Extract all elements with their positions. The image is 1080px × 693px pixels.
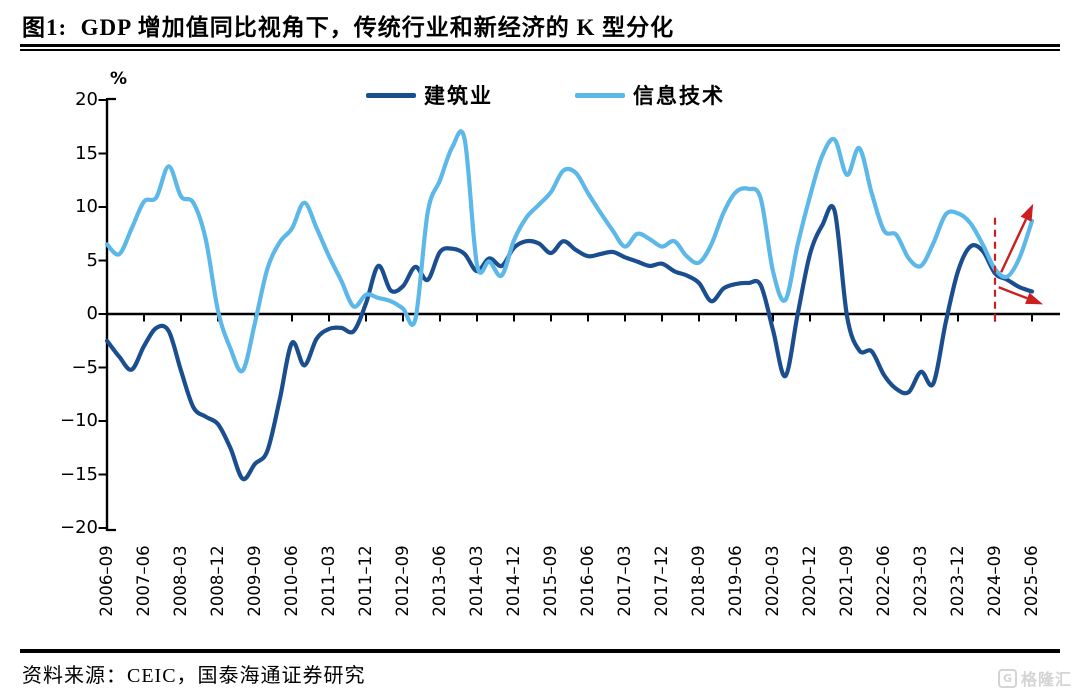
x-tick-label: 2012–09: [393, 545, 412, 617]
figure-title: 图1: GDP 增加值同比视角下，传统行业和新经济的 K 型分化: [22, 15, 675, 40]
x-tick-label: 2014–12: [504, 545, 523, 617]
legend-item-it: 信息技术: [575, 80, 725, 110]
x-tick-label: 2006–09: [97, 545, 116, 617]
title-divider: [20, 44, 1060, 51]
x-tick-label: 2016–06: [578, 545, 597, 617]
construction-line-swatch: [366, 92, 416, 98]
y-tick-label: −15: [60, 464, 98, 485]
x-tick-label: 2019–06: [726, 545, 745, 617]
x-tick-label: 2015–09: [541, 545, 560, 617]
x-tick-label: 2011–03: [319, 545, 338, 617]
x-tick-label: 2008–03: [171, 545, 190, 617]
construction-down-arrow: [998, 286, 1028, 300]
y-tick-label: −20: [60, 517, 98, 538]
x-tick-label: 2021–09: [837, 545, 856, 617]
x-tick-label: 2023–12: [948, 545, 967, 617]
footer-divider: [20, 649, 1060, 653]
x-tick-label: 2017–03: [615, 545, 634, 617]
chart-legend: 建筑业 信息技术: [366, 80, 725, 110]
it-up-arrow-head: [1020, 203, 1034, 222]
x-tick-label: 2020–12: [800, 545, 819, 617]
it-up-arrow: [1000, 218, 1028, 273]
legend-label-it: 信息技术: [633, 84, 725, 108]
source-note: 资料来源：CEIC，国泰海通证券研究: [22, 665, 366, 687]
x-tick-label: 2011–12: [356, 545, 375, 617]
x-tick-label: 2020–03: [763, 545, 782, 617]
gelonghui-logo-icon: G: [997, 668, 1017, 688]
series-line-it: [104, 129, 1035, 374]
y-tick-label: 20: [75, 89, 98, 110]
y-tick-label: 0: [86, 303, 98, 324]
y-tick-label: −5: [71, 357, 98, 378]
x-tick-label: 2007–06: [134, 545, 153, 617]
gelonghui-watermark: G 格隆汇: [997, 666, 1072, 690]
x-tick-label: 2017–12: [652, 545, 671, 617]
y-tick-label: 10: [75, 196, 98, 217]
x-tick-label: 2025–06: [1022, 545, 1041, 617]
gelonghui-watermark-text: 格隆汇: [1020, 672, 1072, 689]
y-axis-caps: [107, 97, 116, 532]
x-tick-label: 2013–06: [430, 545, 449, 617]
y-tick-label: 5: [86, 250, 98, 271]
y-tick-label: 15: [75, 143, 98, 164]
y-tick-label: −10: [60, 410, 98, 431]
legend-label-construction: 建筑业: [424, 84, 493, 108]
construction-down-arrow-head: [1025, 292, 1044, 305]
it-line-swatch: [575, 92, 625, 98]
series-line-construction: [104, 203, 1035, 482]
x-tick-label: 2018–09: [689, 545, 708, 617]
x-tick-label: 2024–09: [985, 545, 1004, 617]
legend-item-construction: 建筑业: [366, 80, 493, 110]
x-tick-label: 2023–03: [911, 545, 930, 617]
x-tick-label: 2022–06: [874, 545, 893, 617]
x-tick-label: 2008–12: [208, 545, 227, 617]
x-tick-label: 2014–03: [467, 545, 486, 617]
x-tick-label: 2010–06: [282, 545, 301, 617]
x-tick-label: 2009–09: [245, 545, 264, 617]
y-axis-unit: %: [110, 69, 128, 89]
